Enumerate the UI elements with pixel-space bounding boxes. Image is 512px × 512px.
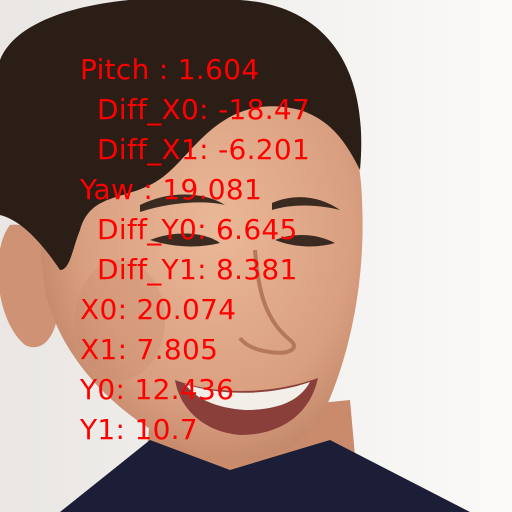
right-eye — [275, 234, 335, 247]
shirt — [60, 440, 470, 512]
y1-label: Y1: 10.7 — [80, 413, 198, 446]
diff-x1-label: Diff_X1: -6.201 — [97, 133, 311, 166]
right-eyebrow — [272, 197, 340, 210]
left-eye — [150, 233, 220, 247]
x0-label: X0: 20.074 — [80, 293, 237, 326]
teeth — [185, 382, 310, 410]
yaw-label: Yaw : 19.081 — [80, 173, 263, 206]
y0-label: Y0: 12.436 — [80, 373, 235, 406]
diff-y1-label: Diff_Y1: 8.381 — [97, 253, 298, 286]
cheek-shadow — [75, 260, 165, 380]
diff-y0-label: Diff_Y0: 6.645 — [97, 213, 298, 246]
x1-label: X1: 7.805 — [80, 333, 219, 366]
left-eyebrow — [140, 194, 225, 212]
hair — [0, 0, 362, 270]
diff-x0-label: Diff_X0: -18.47 — [97, 93, 311, 126]
nose — [238, 249, 296, 355]
pitch-label: Pitch : 1.604 — [80, 53, 260, 86]
